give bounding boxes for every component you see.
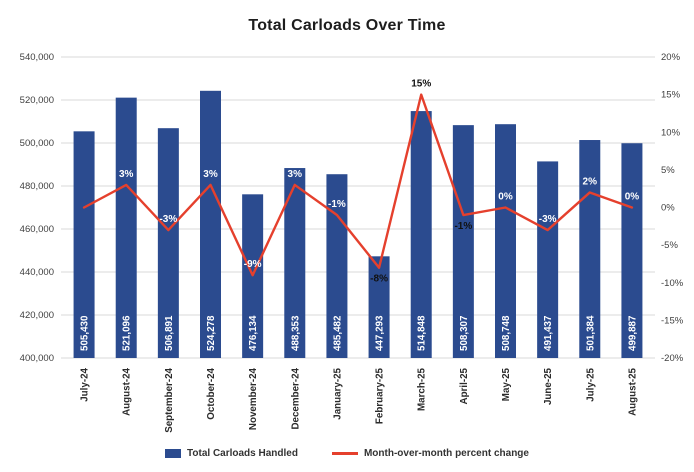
- legend: Total Carloads Handled Month-over-month …: [0, 448, 694, 459]
- legend-item-total-carloads[interactable]: Total Carloads Handled: [165, 448, 298, 459]
- legend-label-total-carloads: Total Carloads Handled: [187, 448, 298, 459]
- x-axis-label: July-24: [80, 367, 91, 401]
- bar-series-swatch: [165, 449, 182, 458]
- bar[interactable]: [115, 97, 137, 358]
- bar[interactable]: [368, 256, 390, 358]
- line-series-swatch: [331, 452, 358, 455]
- bar-value-label: 506,891: [164, 315, 175, 351]
- percent-label: 2%: [583, 176, 598, 187]
- bar-value-label: 499,887: [627, 315, 638, 351]
- left-axis-tick: 400,000: [20, 353, 54, 364]
- combo-chart: 540,000 520,000 500,000 480,000 460,000 440,0…: [20, 52, 684, 433]
- x-axis-label: July-25: [585, 367, 596, 401]
- x-axis-label: August-24: [122, 367, 133, 415]
- left-axis-tick: 540,000: [20, 52, 54, 63]
- percent-label: 0%: [625, 192, 640, 203]
- x-axis-label: May-25: [501, 367, 512, 401]
- percent-label: -8%: [370, 274, 388, 285]
- percent-label: -3%: [159, 214, 177, 225]
- right-axis-tick: -20%: [661, 353, 684, 364]
- chart-title: Total Carloads Over Time: [248, 17, 446, 34]
- x-axis-label: February-25: [375, 367, 386, 424]
- x-axis-label: December-24: [290, 367, 301, 429]
- percent-label: -1%: [454, 221, 472, 232]
- percent-label: 3%: [203, 169, 218, 180]
- bar-value-label: 501,384: [585, 315, 596, 351]
- bar-value-label: 447,293: [375, 315, 386, 351]
- x-axis-label: March-25: [417, 367, 428, 411]
- percent-label: -1%: [328, 199, 346, 210]
- bar[interactable]: [73, 131, 95, 358]
- percent-label: -3%: [539, 214, 557, 225]
- percent-label: 3%: [119, 169, 134, 180]
- bar[interactable]: [495, 124, 516, 358]
- right-axis-tick: -15%: [661, 315, 684, 326]
- x-axis-label: January-25: [332, 367, 343, 419]
- bar-value-label: 488,353: [290, 315, 301, 351]
- legend-item-percent-change[interactable]: Month-over-month percent change: [331, 448, 529, 459]
- right-axis-tick: -5%: [661, 240, 678, 251]
- left-axis-tick: 440,000: [20, 267, 54, 278]
- bar-value-label: 491,437: [543, 315, 554, 351]
- right-axis-tick: 15%: [661, 90, 681, 101]
- percent-label: 15%: [411, 79, 431, 90]
- percent-change-line[interactable]: [82, 93, 634, 277]
- bar-value-label: 485,482: [332, 315, 343, 351]
- bar-value-label: 505,430: [80, 315, 91, 351]
- bar[interactable]: [621, 143, 643, 358]
- left-axis-tick: 500,000: [20, 138, 54, 149]
- right-axis-tick: 10%: [661, 127, 681, 138]
- x-axis-label: October-24: [206, 367, 217, 419]
- bar-value-label: 514,848: [417, 315, 428, 351]
- left-axis-tick: 520,000: [20, 95, 54, 106]
- x-axis-label: April-25: [459, 367, 470, 404]
- bar-value-label: 508,307: [459, 315, 470, 351]
- right-axis-tick: 0%: [661, 203, 675, 214]
- percent-label: 0%: [498, 192, 513, 203]
- right-axis-tick: -10%: [661, 278, 684, 289]
- x-axis-label: August-25: [627, 367, 638, 415]
- right-axis-tick: 20%: [661, 52, 681, 63]
- right-axis-tick: 5%: [661, 165, 675, 176]
- x-axis-label: June-25: [543, 367, 554, 405]
- x-axis-label: November-24: [248, 367, 259, 430]
- bar-value-label: 508,748: [501, 315, 512, 351]
- bar-value-label: 521,096: [122, 315, 133, 351]
- bar[interactable]: [200, 90, 221, 358]
- percent-label: 3%: [288, 169, 303, 180]
- bar[interactable]: [410, 111, 432, 358]
- bar[interactable]: [157, 128, 179, 358]
- bar[interactable]: [537, 161, 559, 358]
- bar[interactable]: [284, 168, 306, 358]
- bar-value-label: 524,278: [206, 315, 217, 351]
- left-axis-tick: 420,000: [20, 310, 54, 321]
- bar[interactable]: [452, 125, 474, 358]
- left-axis-tick: 460,000: [20, 224, 54, 235]
- left-axis-tick: 480,000: [20, 181, 54, 192]
- x-axis-label: September-24: [164, 367, 175, 432]
- legend-label-percent-change: Month-over-month percent change: [363, 448, 529, 459]
- bar-value-label: 476,134: [248, 315, 259, 351]
- percent-label: -9%: [244, 259, 262, 270]
